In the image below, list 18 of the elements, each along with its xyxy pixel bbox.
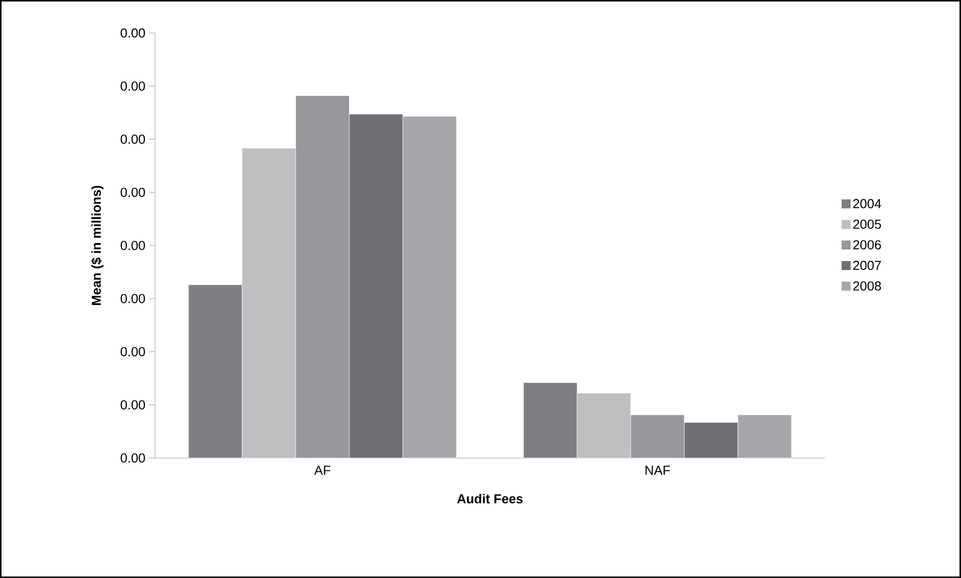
text: 0.00: [120, 82, 145, 91]
x-tick-label: AF: [314, 466, 330, 475]
y-axis-title: Mean ($ in millions): [91, 186, 104, 305]
text: 0.00: [120, 188, 145, 197]
text: 0.00: [120, 134, 145, 144]
text: 0.00: [120, 453, 145, 463]
text: 0.00: [120, 28, 145, 38]
text: 0.00: [120, 347, 145, 356]
legend-label: 2007: [853, 260, 881, 270]
legend-label: 2005: [853, 220, 881, 229]
legend-label: 2004: [853, 199, 882, 208]
x-tick-label: NAF: [646, 466, 670, 475]
text: 0.00: [120, 294, 145, 304]
text: 0.00: [120, 400, 145, 410]
legend-label: 2008: [853, 281, 881, 291]
text: 0.00: [120, 240, 145, 250]
legend-label: 2006: [853, 240, 881, 250]
x-axis-title: Audit Fees: [457, 494, 523, 504]
